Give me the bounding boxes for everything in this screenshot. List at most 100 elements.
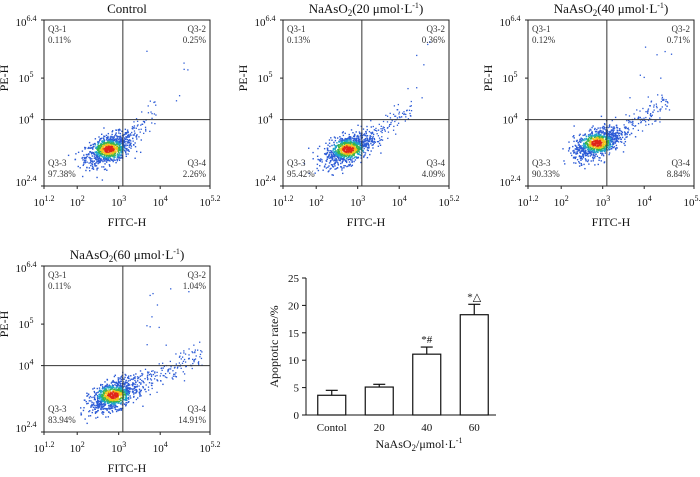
event-dot [123,133,126,136]
event-dot [381,136,383,138]
event-dot [109,401,111,403]
event-dot [348,152,351,154]
event-dot [611,119,613,122]
event-dot [135,136,138,138]
event-dot [109,144,111,146]
event-dot [119,385,122,387]
event-dot [592,137,594,140]
event-dot [618,128,621,130]
event-dot [112,395,115,397]
event-dot [316,155,319,157]
x-tick-label: 101.2 [273,194,294,209]
event-dot [647,112,649,115]
event-dot [363,134,365,136]
event-dot [338,155,340,158]
event-dot [590,137,592,140]
event-dot [604,133,606,136]
event-dot [103,388,106,390]
event-dot [116,395,119,397]
event-dot [116,142,118,144]
event-dot [139,131,141,133]
event-dot [115,385,118,387]
event-dot [175,376,177,378]
event-dot [389,117,392,119]
event-dot [128,398,130,400]
event-dot [661,98,663,100]
event-dot [97,395,99,398]
event-dot [610,139,613,142]
event-dot [116,155,119,158]
event-dot [585,139,587,141]
event-dot [113,388,115,390]
event-dot [102,160,104,163]
event-dot [664,104,667,106]
event-dot [129,395,131,397]
event-dot [151,370,153,372]
event-dot [112,146,114,148]
event-dot [597,163,599,166]
x-axis-label: FITC-H [108,215,147,229]
event-dot [601,145,603,147]
event-dot [88,141,91,144]
event-dot [106,397,109,400]
event-dot [150,375,153,378]
event-dot [116,150,119,152]
event-dot [583,151,585,153]
event-dot [88,153,90,156]
event-dot [584,154,587,157]
event-dot [377,129,380,131]
event-dot [576,158,579,161]
event-dot [342,172,344,175]
event-dot [134,386,136,389]
event-dot [109,412,112,415]
event-dot [604,123,606,126]
event-dot [398,111,401,113]
event-dot [125,137,127,139]
event-dot [129,390,131,393]
event-dot [604,138,607,141]
event-dot [648,117,651,119]
event-dot [89,147,92,149]
event-dot [303,162,306,165]
event-dot [393,105,396,107]
event-dot [651,123,654,125]
event-dot [151,387,153,390]
event-dot [354,147,356,150]
event-dot [141,123,144,125]
event-dot [182,371,184,373]
event-dot [375,130,378,132]
x-tick-label: 102 [70,194,85,209]
event-dot [345,143,348,145]
event-dot [351,149,354,152]
event-dot [348,139,350,141]
event-dot [114,374,117,376]
event-dot [609,146,611,149]
event-dot [594,134,596,136]
event-dot [120,393,122,396]
event-dot [133,130,136,132]
event-dot [119,138,122,141]
event-dot [104,163,106,165]
event-dot [114,406,117,408]
event-dot [660,100,663,103]
event-dot [113,389,115,391]
event-dot [192,351,194,354]
event-dot [84,160,86,163]
event-dot [200,357,203,360]
event-dot [354,150,356,152]
event-dot [118,389,120,391]
event-dot [334,146,336,148]
event-dot [585,154,588,157]
event-dot [590,147,593,150]
x-tick-label: 104 [392,194,407,209]
event-dot [86,392,88,394]
event-dot [617,141,620,143]
event-dot [115,392,117,394]
event-dot [355,141,357,143]
event-dot [108,398,110,401]
event-dot [378,137,381,139]
event-dot [376,133,378,135]
event-dot [365,142,368,145]
event-dot [331,164,334,166]
event-dot [579,157,582,160]
